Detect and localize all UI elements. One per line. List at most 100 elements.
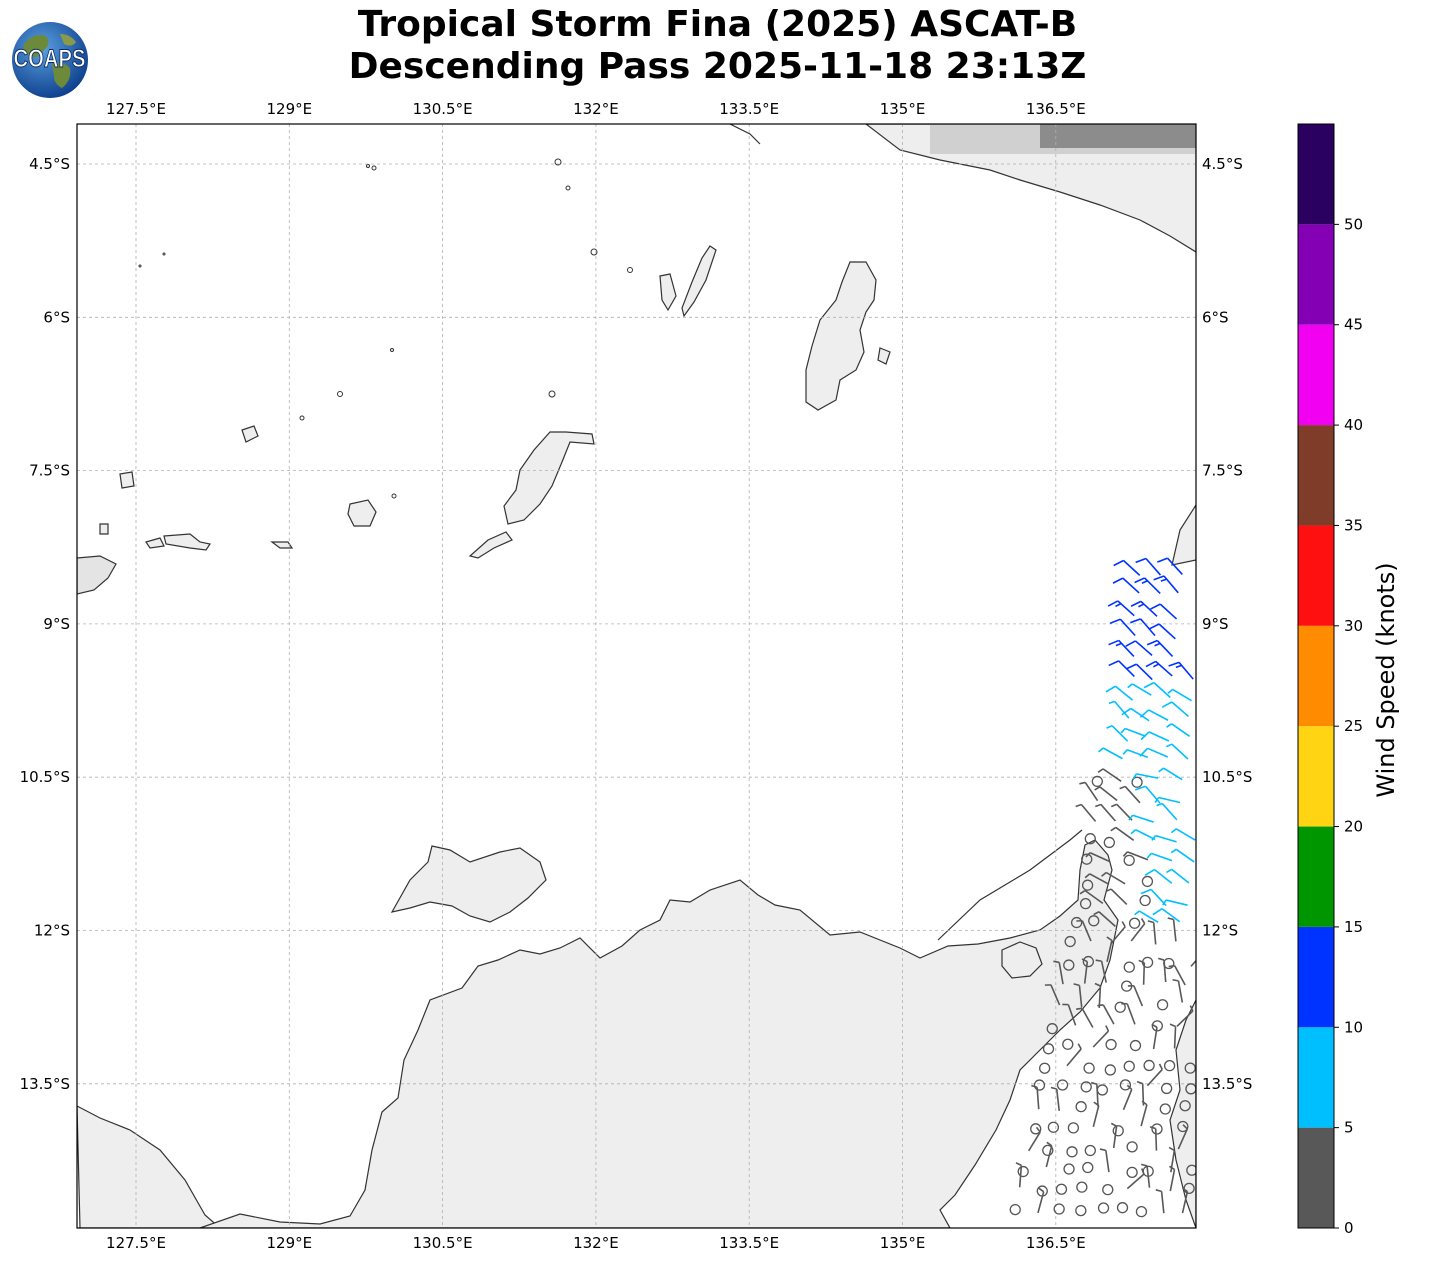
colorbar-label: Wind Speed (knots) (1372, 562, 1400, 798)
wind-barb-calm (1123, 854, 1135, 866)
wind-barb (1027, 1126, 1041, 1152)
wind-barb (1110, 1122, 1118, 1149)
lat-tick-label-right: 12°S (1202, 922, 1238, 940)
lon-tick-label-bottom: 127.5°E (106, 1234, 166, 1252)
logo-text: COAPS (14, 44, 86, 73)
wind-barb (1149, 1125, 1158, 1151)
wind-barb-calm (1066, 1146, 1078, 1158)
lon-tick-label-top: 132°E (573, 100, 619, 118)
wind-barb (1130, 918, 1146, 942)
wind-barb (1098, 747, 1123, 760)
wind-barb (1130, 618, 1156, 637)
wind-barb-calm (1053, 1203, 1065, 1215)
lon-tick-label-bottom: 136.5°E (1026, 1234, 1086, 1252)
chart-title: Tropical Storm Fina (2025) ASCAT-B Desce… (0, 4, 1435, 88)
wind-barb-calm (1097, 1202, 1110, 1214)
colorbar-tick-label: 5 (1344, 1119, 1354, 1137)
wind-barb (1092, 1101, 1100, 1128)
lat-tick-label-left: 13.5°S (20, 1075, 70, 1093)
wind-barb-calm (1080, 1081, 1092, 1093)
wind-barb (1154, 796, 1181, 804)
wind-barb (1134, 910, 1159, 924)
wind-barb (1139, 747, 1169, 758)
wind-barb-calm (1116, 1202, 1129, 1214)
colorbar-bin (1298, 425, 1334, 526)
lon-tick-label-top: 136.5°E (1026, 100, 1086, 118)
wind-barb-calm (1039, 1062, 1051, 1074)
colorbar-tick-label: 20 (1344, 818, 1363, 836)
colorbar-frame (1297, 123, 1335, 1229)
colorbar-bin (1298, 926, 1334, 1028)
wind-barb-calm (1139, 894, 1151, 907)
wind-barb (1097, 768, 1122, 782)
colorbar-bin (1298, 324, 1334, 426)
wind-barb (1121, 1002, 1136, 1025)
title-line-2: Descending Pass 2025-11-18 23:13Z (348, 46, 1087, 87)
wind-barb (1134, 577, 1161, 595)
wind-barb (1119, 785, 1141, 804)
wind-barb (1132, 773, 1159, 780)
wind-barb (1110, 921, 1126, 945)
wind-barb-calm (1082, 955, 1094, 968)
wind-barb (1168, 1146, 1176, 1173)
wind-barb (1176, 1005, 1194, 1027)
wind-barb (1166, 868, 1190, 884)
wind-barb (1044, 984, 1061, 1006)
wind-barb (1151, 834, 1177, 843)
wind-barb-calm (1151, 1123, 1163, 1135)
wind-barb (1095, 959, 1107, 983)
wind-barb (1167, 688, 1192, 702)
wind-barb (1166, 743, 1189, 760)
wind-barb (1062, 1003, 1077, 1026)
wind-barb (1153, 575, 1179, 594)
wind-barb (1108, 660, 1135, 678)
lat-tick-label-right: 13.5°S (1202, 1075, 1252, 1093)
wind-barb (1158, 957, 1167, 983)
wind-barb-calm (1119, 1079, 1132, 1091)
lon-tick-label-top: 133.5°E (719, 100, 779, 118)
wind-barb-calm (1076, 1181, 1088, 1193)
gridlines (77, 124, 1196, 1228)
wind-barb (1155, 1189, 1165, 1214)
wind-barb (1015, 1162, 1023, 1188)
colorbar-bin (1298, 525, 1334, 626)
lat-tick-label-left: 6°S (43, 308, 70, 326)
island-timor (77, 555, 117, 595)
wind-barb-calm (1129, 1039, 1142, 1052)
wind-barb (1168, 964, 1186, 986)
island-atauro (99, 523, 109, 535)
island-melville (390, 845, 547, 923)
wind-barb-calm (1186, 1164, 1196, 1176)
wind-barb (1150, 603, 1178, 620)
island-damar (241, 425, 259, 443)
lat-tick-label-left: 7.5°S (29, 462, 70, 480)
wind-barb-calm (1033, 1079, 1046, 1091)
wind-barb (1094, 982, 1102, 1008)
wind-barb-calm (1017, 1165, 1029, 1178)
title-line-1: Tropical Storm Fina (2025) ASCAT-B (357, 4, 1078, 45)
island-wetar (145, 537, 165, 549)
wind-barb (1120, 727, 1146, 737)
lat-tick-label-left: 4.5°S (29, 155, 70, 173)
wind-barb-calm (1056, 1079, 1069, 1091)
wind-barb-calm (1042, 1144, 1054, 1157)
island-tanimbar-2 (468, 531, 513, 559)
wind-barb-calm (1063, 1163, 1075, 1175)
wind-barb (1167, 917, 1177, 942)
wind-barb-calm (1123, 961, 1135, 973)
wind-barb-calm (1177, 1120, 1189, 1133)
wind-barb (1110, 803, 1133, 821)
wind-barb (1168, 661, 1194, 680)
island-elcho (937, 829, 1083, 941)
island-leti (270, 541, 294, 549)
wind-barb-calm (1123, 1060, 1135, 1072)
wind-barb (1095, 803, 1116, 822)
wind-barb-calm (1179, 1100, 1191, 1112)
lon-tick-label-top: 127.5°E (106, 100, 166, 118)
wind-barb-calm (1083, 1062, 1095, 1074)
wind-barb-calm (1047, 1121, 1060, 1133)
wind-barb (1127, 683, 1152, 696)
lat-tick-label-right: 7.5°S (1202, 462, 1243, 480)
wind-barb (1170, 848, 1195, 863)
wind-barb (1181, 1187, 1189, 1214)
